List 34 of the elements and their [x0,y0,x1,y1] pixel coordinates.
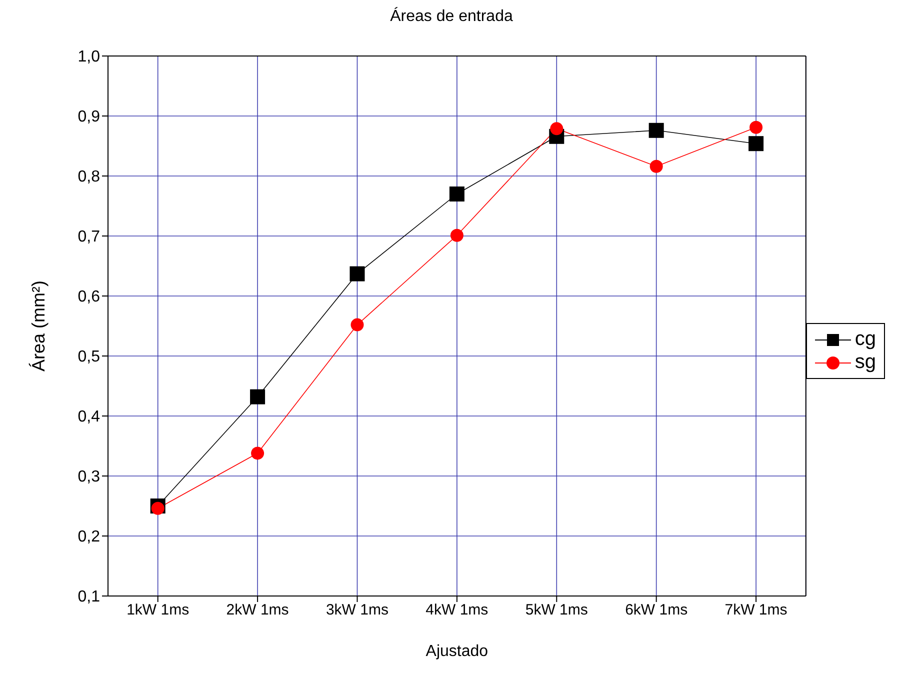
y-tick-label: 0,7 [78,228,100,246]
y-tick-label: 0,2 [78,528,100,546]
y-tick-label: 0,6 [78,288,100,306]
point [748,136,764,152]
x-axis-title: Ajustado [426,643,488,660]
point [350,266,365,282]
point [151,502,164,515]
y-tick-label: 0,4 [78,408,100,426]
legend-label: cg [854,328,876,351]
point [449,186,464,202]
x-tick-label: 7kW 1ms [724,602,788,619]
x-tick-label: 3kW 1ms [326,602,388,619]
y-tick-label: 0,1 [78,588,100,606]
y-tick-label: 0,5 [78,348,100,366]
y-axis-title: Área (mm²) [28,280,48,372]
point [650,160,663,173]
point [250,389,266,404]
point [550,122,564,136]
x-tick-label: 1kW 1ms [126,602,190,619]
point [350,318,364,332]
y-tick-label: 0,9 [78,108,100,126]
y-tick-label: 0,8 [78,168,100,186]
point [648,122,664,138]
x-tick-label: 4kW 1ms [426,602,488,619]
x-tick-label: 6kW 1ms [625,602,688,619]
x-tick-label: 2kW 1ms [226,602,289,619]
point [251,446,264,460]
y-tick-label: 1,0 [78,48,100,66]
point [750,120,763,134]
y-tick-label: 0,3 [78,468,100,486]
point [450,228,464,242]
x-tick-label: 5kW 1ms [525,602,588,619]
chart-title: Áreas de entrada [389,8,514,26]
legend-label: sg [854,351,876,374]
